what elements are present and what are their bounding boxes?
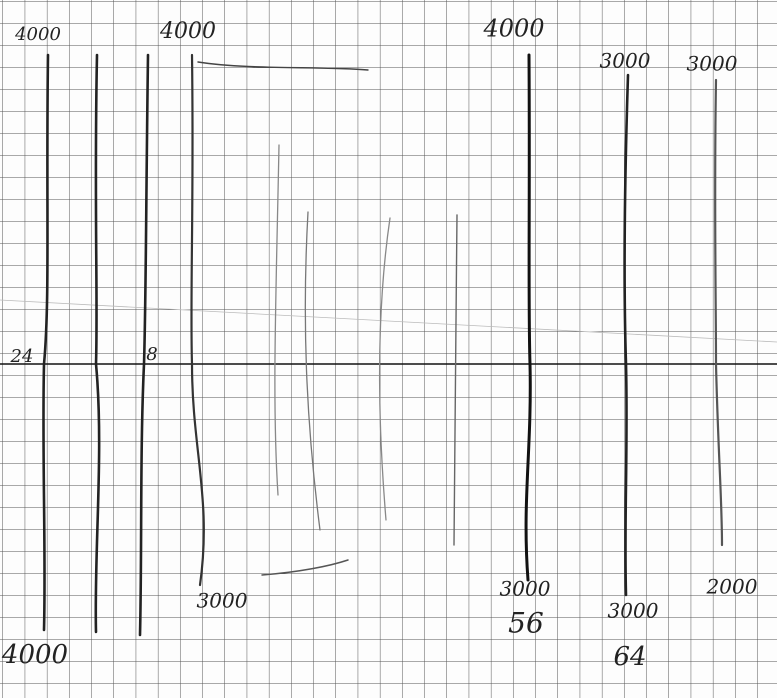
stroke (378, 217, 391, 521)
handwritten-label: 8 (146, 344, 157, 365)
handwritten-label: 3000 (500, 577, 551, 601)
handwritten-label: 64 (613, 642, 646, 672)
handwritten-label: 4000 (482, 15, 544, 43)
handwritten-label: 3000 (197, 589, 248, 613)
stroke (524, 53, 532, 582)
stroke (261, 559, 349, 576)
handwritten-label: 2000 (706, 575, 758, 599)
stroke (197, 61, 369, 71)
stroke (274, 144, 280, 496)
stroke (94, 53, 101, 634)
handwritten-label: 4000 (159, 19, 216, 44)
stroke (623, 73, 630, 597)
handwritten-label: 24 (10, 346, 34, 367)
handwritten-label: 3000 (608, 599, 659, 623)
stroke (714, 78, 724, 547)
strokes (42, 53, 724, 637)
stroke (190, 53, 205, 587)
faint-line (0, 299, 777, 343)
handwritten-label: 4000 (1, 640, 68, 670)
handwritten-label: 56 (508, 607, 544, 640)
stroke (304, 211, 321, 531)
stroke (453, 214, 458, 546)
handwritten-label: 3000 (687, 52, 738, 76)
stroke (138, 53, 150, 637)
stroke (42, 53, 50, 632)
handwritten-label: 3000 (600, 49, 651, 73)
handwritten-label: 4000 (14, 24, 61, 45)
